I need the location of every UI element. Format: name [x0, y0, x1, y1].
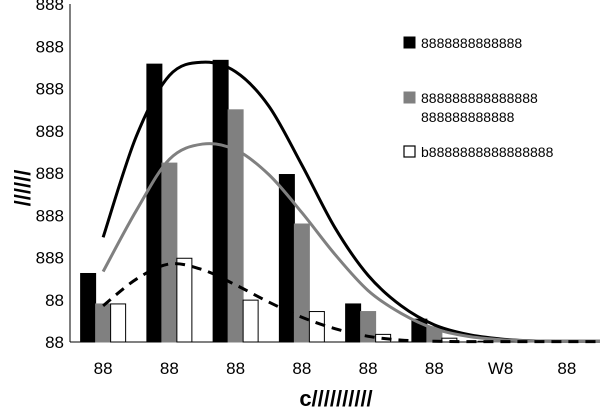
x-tick-label-1: 88: [160, 359, 179, 378]
x-tick-label-6: W8: [488, 359, 514, 378]
legend-swatch-series-2: [403, 91, 416, 104]
x-tick-label-7: 88: [557, 359, 576, 378]
bar-series-2-1: [161, 162, 178, 343]
bar-series-1-2: [212, 59, 229, 343]
x-tick-label-5: 88: [425, 359, 444, 378]
bar-series-3-3: [308, 311, 325, 343]
x-tick-label-3: 88: [292, 359, 311, 378]
trend-lines: [101, 60, 600, 344]
bar-series-2-2: [227, 109, 244, 343]
x-tick-label-0: 88: [94, 359, 113, 378]
y-tick-label-0: 88: [45, 333, 64, 352]
y-tick-label-5: 888: [36, 122, 64, 141]
bar-series-1-0: [80, 272, 97, 343]
bar-series-2-0: [95, 303, 112, 343]
x-tick-label-2: 88: [226, 359, 245, 378]
y-tick-label-4: 888: [36, 164, 64, 183]
y-tick-label-3: 888: [36, 206, 64, 225]
y-tick-label-6: 888: [36, 80, 64, 99]
legend-swatch-series-3: [403, 145, 416, 158]
legend: 8888888888888 888888888888888 8888888888…: [403, 35, 554, 160]
legend-swatch-series-1: [403, 36, 416, 49]
x-tick-labels: 88 88 88 88 88 88 W8 88: [94, 359, 577, 378]
y-tick-label-7: 888: [36, 37, 64, 56]
legend-label-series-3: b8888888888888888: [421, 144, 554, 160]
bar-series-1-4: [345, 303, 362, 343]
bar-series-2-3: [293, 223, 310, 343]
bar-series-3-2: [242, 299, 259, 343]
y-tick-label-8: 888: [36, 0, 64, 14]
bar-series-2-4: [360, 311, 377, 343]
x-axis-title: c//////////: [299, 386, 372, 411]
y-axis-title: //////: [10, 170, 35, 207]
legend-label-series-2-line2: 888888888888: [421, 109, 515, 125]
legend-label-series-1: 8888888888888: [421, 35, 522, 51]
x-tick-label-4: 88: [359, 359, 378, 378]
trend-dashed: [102, 262, 600, 344]
bar-series-3-1: [176, 257, 193, 343]
bar-series-3-0: [110, 303, 127, 343]
y-tick-label-2: 888: [36, 249, 64, 268]
trend-gray: [101, 142, 600, 343]
legend-label-series-2: 888888888888888: [421, 90, 538, 106]
y-tick-label-1: 88: [45, 291, 64, 310]
